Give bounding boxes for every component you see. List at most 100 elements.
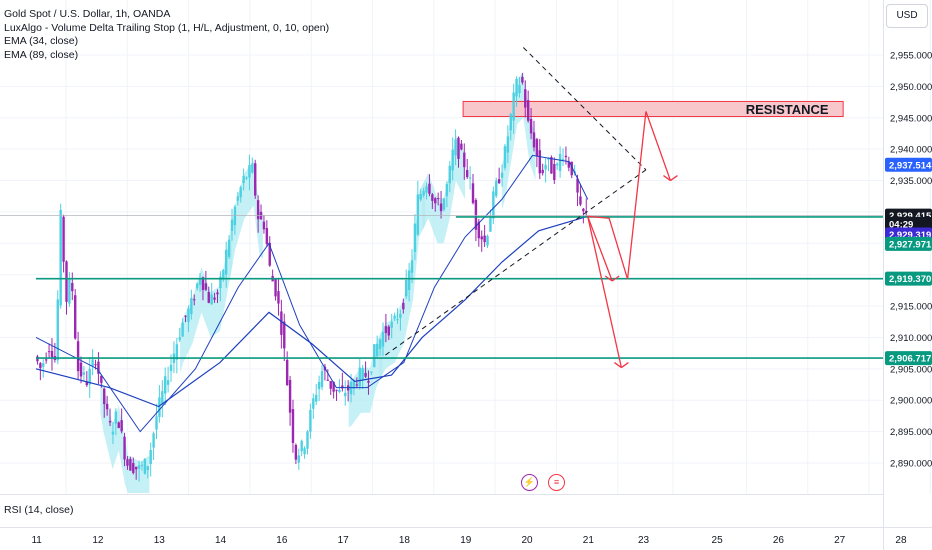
price-label-text: 2,929.415 — [889, 211, 932, 222]
price-axis[interactable]: 2,890.000 2,895.000 2,900.000 2,905.000 2,91… — [885, 51, 932, 470]
time-tick-label: 18 — [399, 535, 411, 546]
candle-body — [463, 152, 466, 168]
candle-body — [468, 177, 472, 179]
candle-body — [248, 165, 251, 178]
candle-body — [547, 157, 550, 160]
candle-body — [120, 420, 123, 432]
level-lines[interactable] — [0, 215, 883, 359]
candle-body — [193, 299, 196, 301]
chart-legend: Gold Spot / U.S. Dollar, 1h, OANDA LuxAl… — [4, 8, 329, 62]
candle-body — [422, 191, 425, 196]
candle-body — [457, 137, 460, 159]
candle-body — [402, 302, 405, 310]
candle-body — [105, 403, 109, 410]
candle-body — [518, 85, 521, 94]
candle-body — [309, 409, 312, 432]
candle-body — [428, 183, 431, 194]
candle-body — [285, 359, 289, 386]
candle-body — [181, 322, 184, 337]
candle-body — [497, 179, 501, 184]
candle-body — [242, 175, 245, 184]
candle-body — [477, 221, 481, 239]
candle-body — [166, 380, 170, 385]
candle-body — [317, 382, 321, 390]
candle-body — [515, 78, 518, 97]
lightning-event-icon[interactable]: ⚡ — [521, 474, 538, 491]
candle-body — [448, 165, 451, 184]
time-axis[interactable]: 11 12 13 14 16 17 18 19 20 21 23 25 26 27 28 — [31, 535, 907, 546]
candle-body — [146, 466, 149, 471]
price-tick-label: 2,935.000 — [890, 176, 932, 187]
price-label-tag — [885, 236, 932, 251]
price-label-text: 04:29 — [889, 219, 913, 230]
time-tick-label: 20 — [521, 535, 533, 546]
legend-ema-34[interactable]: EMA (34, close) — [4, 35, 79, 47]
candle-body — [158, 397, 161, 417]
forecast-path — [587, 216, 623, 368]
candle-body — [190, 298, 193, 315]
candle-body — [94, 364, 97, 366]
candle-body — [134, 466, 138, 470]
price-tick-label: 2,915.000 — [890, 302, 932, 313]
candle-body — [198, 278, 202, 285]
candle-body — [277, 291, 280, 304]
trailing-stop-band — [422, 135, 466, 244]
ema-lines — [35, 154, 589, 433]
candle-body — [361, 368, 364, 380]
candle-body — [425, 186, 428, 193]
candle-body — [213, 297, 216, 300]
legend-ema-89[interactable]: EMA (89, close) — [4, 48, 79, 61]
candle-body — [367, 380, 370, 383]
legend-symbol[interactable]: Gold Spot / U.S. Dollar, 1h, OANDA — [4, 8, 171, 20]
candle-body — [65, 261, 68, 302]
candle-body — [236, 196, 240, 201]
candle-body — [390, 321, 393, 328]
candle-body — [358, 367, 361, 387]
candle-body — [239, 187, 242, 198]
time-tick-label: 19 — [460, 535, 472, 546]
candle-body — [303, 448, 306, 455]
candle-body — [126, 459, 129, 466]
candle-body — [76, 341, 80, 372]
price-label-tag — [885, 216, 932, 231]
candle-body — [471, 183, 475, 204]
price-label-tag — [885, 271, 932, 286]
candle-body — [535, 139, 539, 157]
price-tick-label: 2,905.000 — [890, 364, 932, 375]
triangle-upper-trendline — [522, 47, 647, 171]
time-tick-label: 26 — [773, 535, 785, 546]
price-tick-label: 2,940.000 — [890, 145, 932, 156]
time-tick-label: 25 — [712, 535, 724, 546]
forecast-path — [587, 111, 672, 280]
candle-body — [268, 242, 271, 266]
legend-indicator[interactable]: LuxAlgo - Volume Delta Trailing Stop (1,… — [4, 21, 330, 34]
candle-body — [88, 368, 91, 385]
price-label-text: 2,906.717 — [889, 354, 931, 365]
candle-body — [335, 389, 338, 391]
price-tick-label: 2,910.000 — [890, 333, 932, 344]
candle-body — [416, 194, 420, 235]
candle-body — [585, 211, 588, 213]
price-tick-label: 2,950.000 — [890, 82, 932, 93]
candle-body — [79, 362, 83, 377]
time-tick-label: 13 — [154, 535, 166, 546]
currency-button[interactable]: USD — [886, 4, 928, 28]
candle-body — [149, 449, 152, 465]
us-flag-event-icon[interactable]: ≡ — [548, 474, 565, 491]
candle-body — [44, 359, 48, 361]
candle-body — [352, 380, 356, 390]
drawings[interactable] — [385, 47, 678, 369]
candle-body — [97, 361, 100, 374]
price-tick-label: 2,890.000 — [890, 459, 932, 470]
candle-body — [378, 339, 382, 349]
candle-body — [73, 295, 77, 339]
rsi-pane-label[interactable]: RSI (14, close) — [4, 504, 74, 516]
candle-body — [201, 277, 205, 291]
candle-body — [103, 388, 106, 405]
forecast-arrowhead — [670, 175, 678, 182]
candle-body — [489, 217, 492, 232]
candle-body — [161, 391, 164, 405]
price-label-tag — [885, 157, 932, 172]
candle-body — [564, 155, 568, 158]
